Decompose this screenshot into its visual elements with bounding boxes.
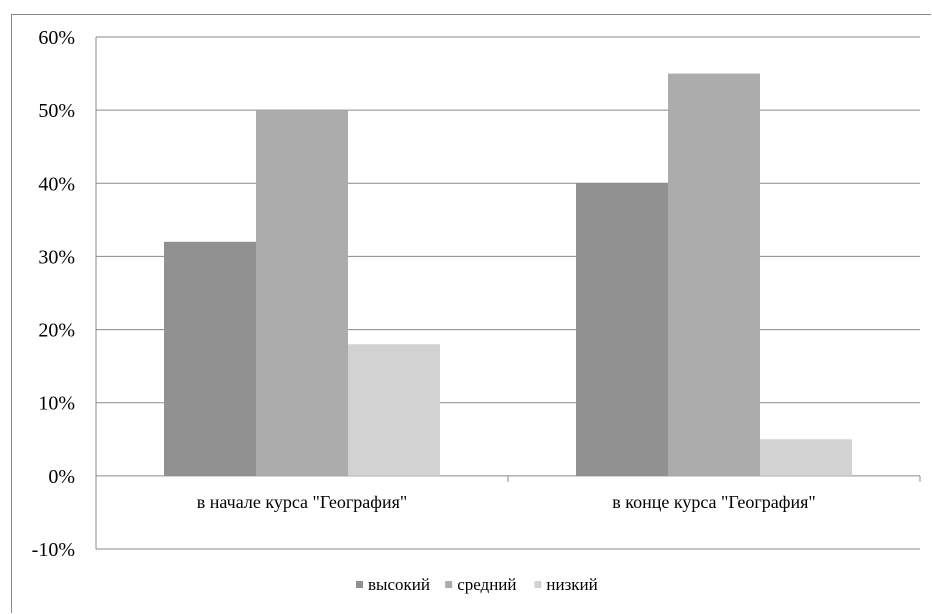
category-label: в начале курса "География" <box>197 492 407 512</box>
y-tick-label: 50% <box>38 100 75 122</box>
y-tick-label: 60% <box>38 27 75 49</box>
legend-label: низкий <box>546 575 597 594</box>
category-label: в конце курса "География" <box>612 492 815 512</box>
y-tick-label: 20% <box>38 320 75 342</box>
legend-swatch <box>534 581 542 588</box>
bar-высокий <box>164 241 256 476</box>
y-tick-label: 10% <box>38 393 75 415</box>
bar-средний <box>256 110 348 476</box>
y-tick-label: 0% <box>48 466 75 488</box>
bar-высокий <box>576 183 668 476</box>
legend-label: средний <box>457 575 516 594</box>
chart-frame <box>11 14 931 613</box>
bar-средний <box>668 73 760 476</box>
legend-swatch <box>445 581 453 588</box>
bar-низкий <box>348 344 440 476</box>
bar-низкий <box>760 439 852 476</box>
y-tick-label: 30% <box>38 246 75 268</box>
legend-swatch <box>356 581 363 588</box>
y-tick-label: -10% <box>32 539 75 561</box>
legend-label: высокий <box>368 575 430 594</box>
y-tick-label: 40% <box>38 173 75 195</box>
